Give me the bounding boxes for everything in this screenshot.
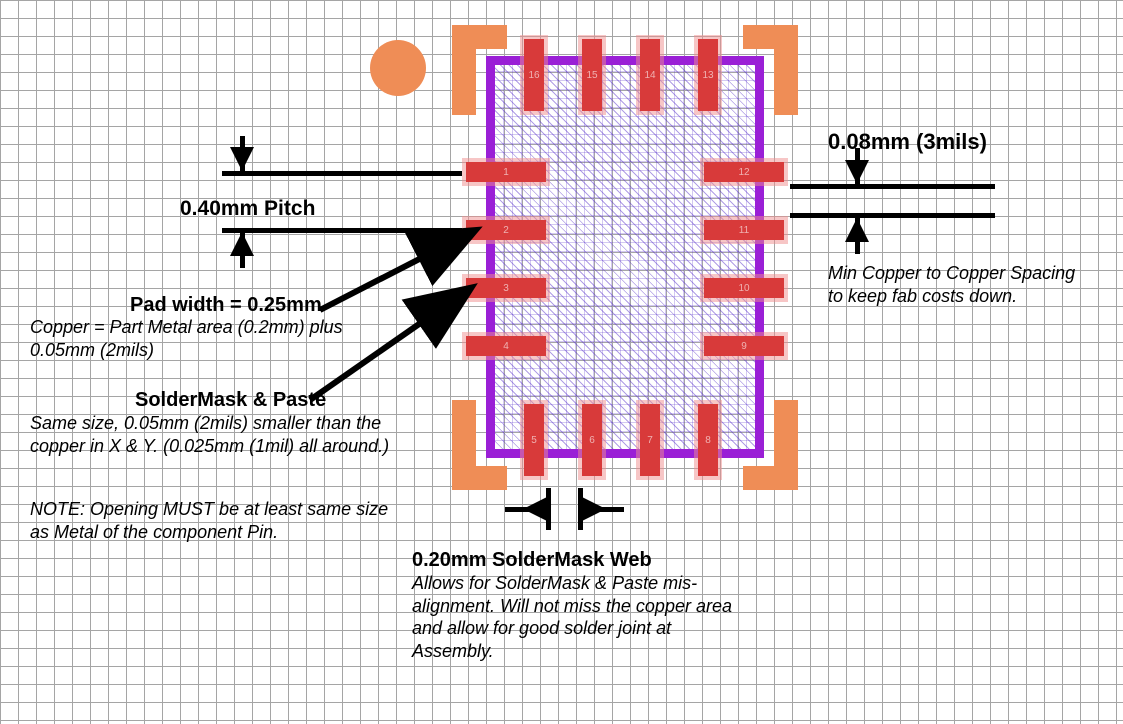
pad-13: 13	[694, 35, 722, 115]
pad-8: 8	[694, 400, 722, 480]
pad-number: 13	[694, 35, 722, 115]
pad-width-title: Pad width = 0.25mm	[130, 293, 322, 318]
pad-1: 1	[462, 158, 550, 186]
note-text: NOTE: Opening MUST be at least same size…	[30, 498, 390, 543]
pitch-arrow-stem-bot	[240, 232, 245, 268]
package-hatch	[495, 65, 755, 449]
pitch-arrow-stem-top	[240, 136, 245, 172]
spacing-line-bot	[790, 213, 995, 218]
pad-number: 11	[700, 216, 788, 244]
pad-number: 7	[636, 400, 664, 480]
spacing-title: 0.08mm (3mils)	[828, 128, 987, 156]
pad-number: 8	[694, 400, 722, 480]
spacing-line-top	[790, 184, 995, 189]
pad-10: 10	[700, 274, 788, 302]
pad-width-sub: Copper = Part Metal area (0.2mm) plus 0.…	[30, 316, 410, 361]
pad-number: 14	[636, 35, 664, 115]
mask-paste-title: SolderMask & Paste	[135, 388, 326, 413]
spacing-sub: Min Copper to Copper Spacing to keep fab…	[828, 262, 1088, 307]
web-title: 0.20mm SolderMask Web	[412, 548, 652, 573]
pin1-marker-dot	[370, 40, 426, 96]
pad-2: 2	[462, 216, 550, 244]
pad-number: 4	[462, 332, 550, 360]
pad-5: 5	[520, 400, 548, 480]
pitch-dim-line-bot	[222, 228, 462, 233]
pad-number: 9	[700, 332, 788, 360]
pad-11: 11	[700, 216, 788, 244]
pad-number: 6	[578, 400, 606, 480]
web-arrow-right-stem	[594, 507, 624, 512]
pad-9: 9	[700, 332, 788, 360]
pad-number: 5	[520, 400, 548, 480]
mask-paste-sub: Same size, 0.05mm (2mils) smaller than t…	[30, 412, 400, 457]
pad-number: 3	[462, 274, 550, 302]
pad-4: 4	[462, 332, 550, 360]
pad-number: 15	[578, 35, 606, 115]
web-sub: Allows for SolderMask & Paste mis-alignm…	[412, 572, 742, 662]
pad-number: 1	[462, 158, 550, 186]
pad-number: 12	[700, 158, 788, 186]
pad-number: 16	[520, 35, 548, 115]
web-arrow-left-stem	[505, 507, 535, 512]
pad-6: 6	[578, 400, 606, 480]
pad-16: 16	[520, 35, 548, 115]
pitch-label: 0.40mm Pitch	[180, 196, 315, 222]
pad-14: 14	[636, 35, 664, 115]
pad-number: 10	[700, 274, 788, 302]
pitch-dim-line-top	[222, 171, 462, 176]
pad-12: 12	[700, 158, 788, 186]
pad-7: 7	[636, 400, 664, 480]
spacing-stem-bot	[855, 218, 860, 254]
pad-3: 3	[462, 274, 550, 302]
pad-number: 2	[462, 216, 550, 244]
pad-15: 15	[578, 35, 606, 115]
